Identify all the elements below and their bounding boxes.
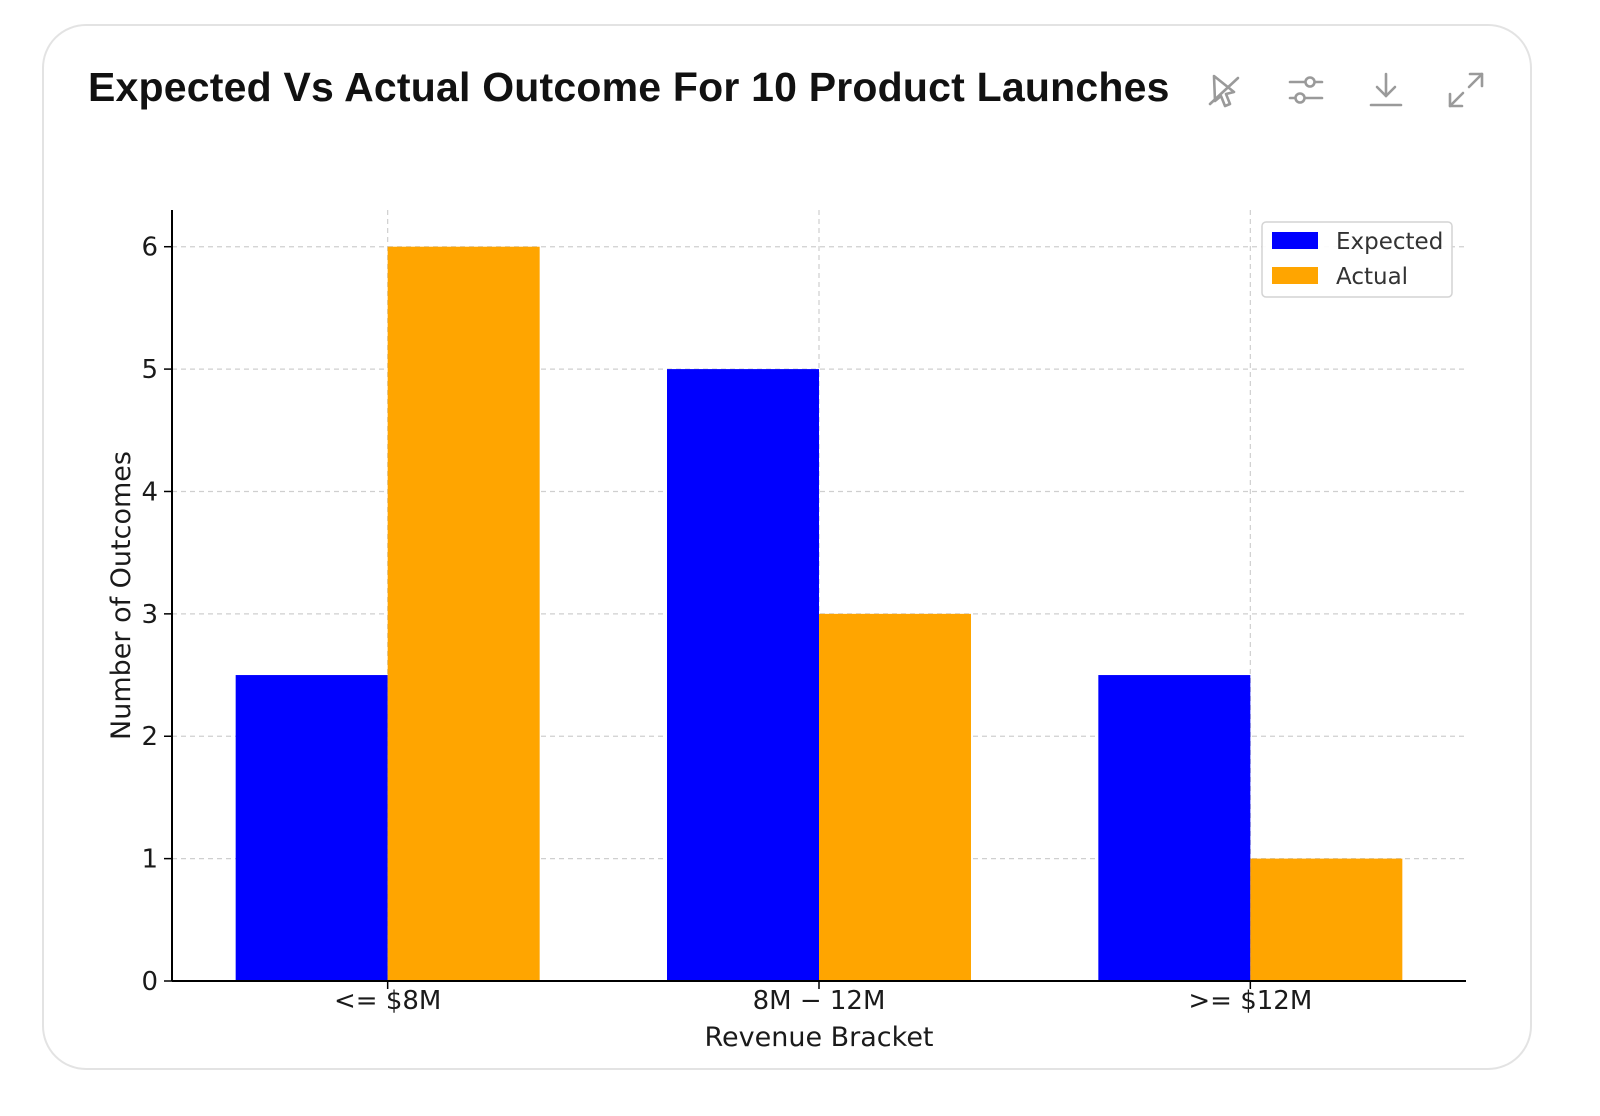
y-tick-label: 1 bbox=[141, 845, 158, 875]
bar-expected bbox=[667, 369, 819, 982]
bar-actual bbox=[819, 613, 971, 981]
y-tick-label: 4 bbox=[141, 477, 158, 507]
y-ticks: 0 1 2 3 4 5 6 bbox=[141, 233, 172, 997]
y-axis-title: Number of Outcomes bbox=[106, 451, 137, 740]
legend-label-expected: Expected bbox=[1336, 229, 1443, 255]
chart-title: Expected Vs Actual Outcome For 10 Produc… bbox=[88, 64, 1170, 110]
x-tick-label: 8M − 12M bbox=[753, 986, 886, 1016]
expand-icon bbox=[1448, 72, 1484, 108]
y-tick-label: 5 bbox=[141, 355, 158, 385]
download-button[interactable] bbox=[1364, 68, 1408, 112]
legend-swatch-actual bbox=[1272, 267, 1318, 284]
y-tick-label: 6 bbox=[141, 233, 158, 263]
chart-settings-button[interactable] bbox=[1284, 68, 1328, 112]
pin-off-icon bbox=[1208, 74, 1240, 108]
expand-button[interactable] bbox=[1444, 68, 1488, 112]
bar-actual bbox=[1250, 858, 1403, 981]
y-tick-label: 2 bbox=[141, 722, 158, 752]
x-axis-title: Revenue Bracket bbox=[704, 1022, 933, 1053]
sliders-icon bbox=[1288, 76, 1324, 104]
bar-expected bbox=[1098, 675, 1251, 981]
legend: Expected Actual bbox=[1261, 221, 1453, 298]
y-tick-label: 0 bbox=[141, 967, 158, 997]
y-tick-label: 3 bbox=[141, 600, 158, 630]
pin-chart-button[interactable] bbox=[1202, 68, 1246, 112]
legend-label-actual: Actual bbox=[1336, 264, 1408, 290]
x-tick-label: <= $8M bbox=[334, 986, 441, 1016]
download-icon bbox=[1369, 72, 1403, 107]
bar-actual bbox=[387, 246, 540, 981]
bar-expected bbox=[235, 675, 388, 981]
x-ticks: <= $8M 8M − 12M >= $12M bbox=[334, 981, 1312, 1016]
legend-swatch-expected bbox=[1272, 232, 1318, 249]
x-tick-label: >= $12M bbox=[1188, 986, 1312, 1016]
bars bbox=[235, 246, 1403, 982]
